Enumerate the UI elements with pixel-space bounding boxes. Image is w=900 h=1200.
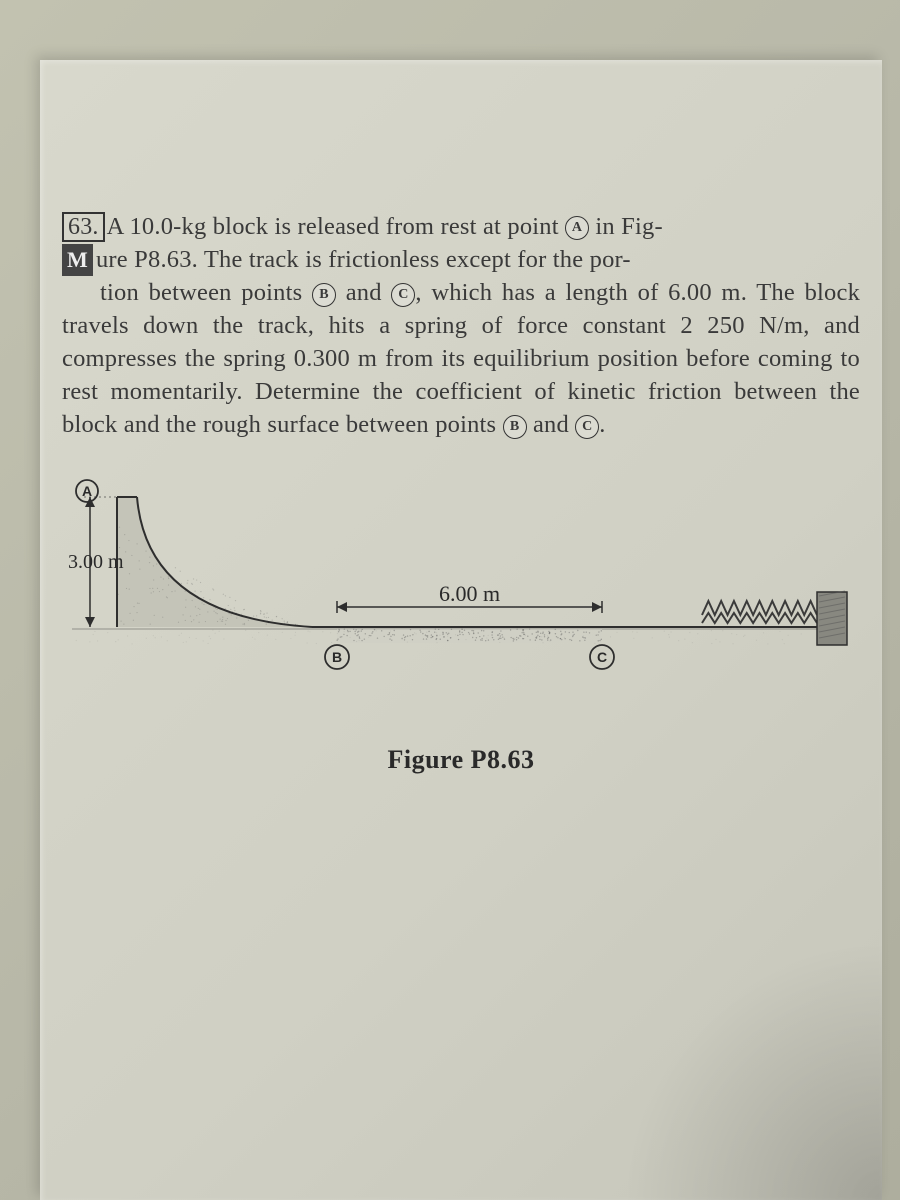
svg-text:A: A [82,483,92,499]
text: and [336,279,391,306]
circle-b-inline-2: B [503,415,527,439]
text: and [527,411,576,438]
figure-wrap: 3.00 m A 6.00 m B C [62,477,860,737]
m-tag: M [62,244,93,276]
svg-text:C: C [597,649,607,665]
circle-c-inline: C [391,283,415,307]
circle-b-inline: B [312,283,336,307]
content-area: 63.A 10.0-kg block is released from rest… [62,210,860,775]
text: tion between points [100,279,312,306]
paper-sheet: 63.A 10.0-kg block is released from rest… [40,60,882,1200]
svg-text:3.00 m: 3.00 m [68,551,124,573]
problem-text: 63.A 10.0-kg block is released from rest… [62,210,860,441]
problem-number: 63. [62,212,105,242]
page-background: 63.A 10.0-kg block is released from rest… [0,0,900,1200]
figure-svg: 3.00 m A 6.00 m B C [62,477,862,687]
text: ure P8.63. The track is frictionless exc… [96,246,631,273]
corner-shadow [622,940,882,1200]
svg-text:6.00 m: 6.00 m [439,581,500,606]
text: . [599,411,605,438]
svg-text:B: B [332,649,342,665]
circle-c-inline-2: C [575,415,599,439]
text: in Fig- [589,213,663,240]
circle-a-inline: A [565,216,589,240]
text: A 10.0-kg block is released from rest at… [107,213,565,240]
figure-caption: Figure P8.63 [62,745,860,775]
